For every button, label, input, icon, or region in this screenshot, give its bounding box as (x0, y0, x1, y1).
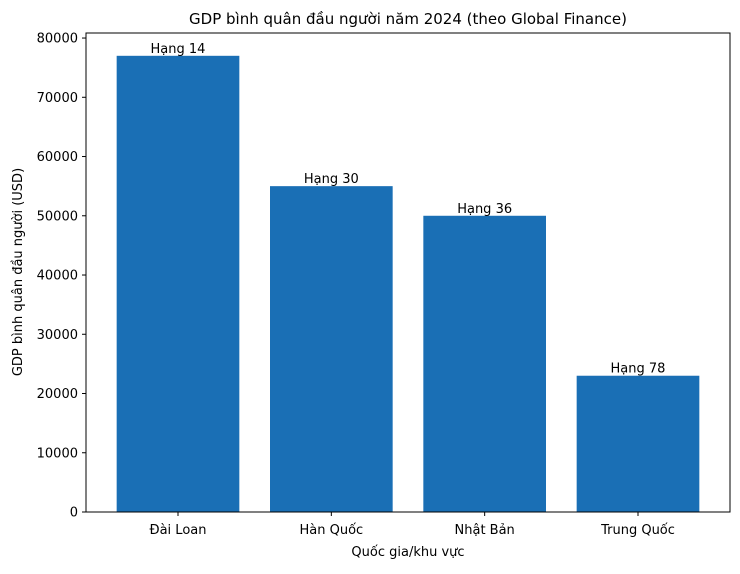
x-tick-label: Nhật Bản (455, 523, 515, 538)
bar (576, 375, 700, 512)
y-tick-label: 60000 (37, 150, 78, 165)
bar (423, 215, 546, 513)
chart-title: GDP bình quân đầu người năm 2024 (theo G… (189, 10, 627, 28)
y-tick-label: 70000 (37, 91, 78, 106)
bar-data-label: Hạng 14 (151, 42, 206, 57)
y-tick-label: 50000 (37, 209, 78, 224)
y-tick-label: 10000 (37, 446, 78, 461)
x-tick-label: Đài Loan (150, 523, 207, 538)
y-tick-label: 0 (70, 506, 78, 521)
bar (116, 55, 240, 513)
x-tick-label: Hàn Quốc (299, 523, 363, 538)
bar-data-label: Hạng 30 (304, 172, 359, 187)
plot-frame (85, 32, 731, 513)
x-axis-label: Quốc gia/khu vực (351, 545, 464, 560)
y-tick-label: 80000 (37, 32, 78, 47)
y-axis-label: GDP bình quân đầu người (USD) (11, 168, 26, 376)
x-tick-label: Trung Quốc (600, 523, 675, 538)
y-tick-label: 20000 (37, 387, 78, 402)
bar (270, 186, 393, 512)
bar-data-label: Hạng 36 (457, 202, 512, 217)
bar-data-label: Hạng 78 (611, 362, 666, 377)
y-tick-label: 40000 (37, 269, 78, 284)
y-tick-label: 30000 (37, 328, 78, 343)
